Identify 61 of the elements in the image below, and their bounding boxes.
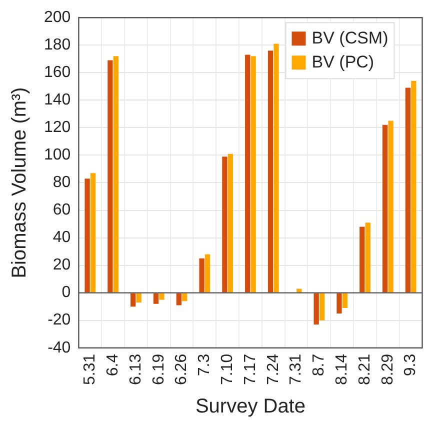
bar — [108, 60, 113, 292]
bar — [222, 156, 228, 292]
x-tick-label: 6.26 — [173, 354, 190, 385]
y-tick-label: 100 — [44, 146, 71, 164]
x-tick-label: 6.19 — [150, 354, 168, 385]
bar — [342, 293, 348, 308]
bar — [176, 293, 182, 306]
legend-label: BV (PC) — [312, 52, 374, 72]
bar — [268, 50, 274, 292]
x-tick-label: 9.3 — [402, 354, 420, 376]
y-axis-title: Biomass Volume (m³) — [8, 87, 31, 278]
bar — [113, 56, 118, 292]
y-tick-label: 40 — [52, 229, 71, 246]
x-tick-label: 6.4 — [104, 354, 122, 376]
bar — [405, 88, 411, 292]
x-tick-label: 7.17 — [242, 354, 259, 385]
bar — [182, 293, 188, 302]
y-tick-label: 160 — [44, 64, 71, 82]
bar — [90, 173, 96, 292]
y-tick-label: -40 — [48, 339, 71, 356]
bar — [388, 120, 394, 292]
bar — [274, 44, 279, 292]
bar — [204, 254, 210, 292]
x-tick-label: 8.7 — [310, 354, 328, 376]
bar — [382, 124, 388, 292]
bar — [319, 293, 325, 320]
x-tick-label: 7.10 — [218, 354, 236, 385]
bar — [84, 178, 90, 292]
y-tick-label: -20 — [48, 312, 71, 329]
bar — [228, 154, 234, 292]
bar — [314, 293, 319, 324]
x-tick-label: 5.31 — [82, 354, 99, 385]
bar — [360, 226, 365, 292]
bar — [245, 54, 250, 292]
x-tick-label: 8.29 — [379, 354, 396, 385]
y-tick-label: 120 — [44, 119, 71, 136]
bar — [159, 293, 164, 300]
bar — [250, 56, 256, 292]
x-tick-label: 6.13 — [127, 354, 144, 385]
bar — [153, 293, 159, 304]
bar — [336, 293, 342, 314]
legend-label: BV (CSM) — [312, 28, 388, 48]
y-tick-label: 140 — [44, 92, 71, 109]
bar — [365, 222, 370, 292]
y-tick-label: 200 — [44, 9, 71, 26]
y-tick-label: 80 — [52, 174, 71, 192]
bar — [136, 293, 142, 302]
bar — [199, 258, 204, 292]
x-tick-label: 7.24 — [264, 354, 282, 385]
x-axis-title: Survey Date — [195, 396, 306, 418]
bar — [130, 293, 136, 307]
x-tick-label: 8.14 — [333, 354, 350, 385]
bar — [411, 80, 416, 292]
x-tick-label: 8.21 — [356, 354, 374, 385]
y-tick-label: 60 — [52, 202, 71, 219]
y-tick-label: 180 — [44, 36, 71, 54]
y-tick-label: 20 — [52, 256, 71, 274]
y-tick-label: 0 — [62, 284, 71, 302]
x-tick-label: 7.3 — [196, 354, 214, 376]
x-tick-label: 7.31 — [288, 354, 305, 385]
bar — [296, 288, 302, 292]
